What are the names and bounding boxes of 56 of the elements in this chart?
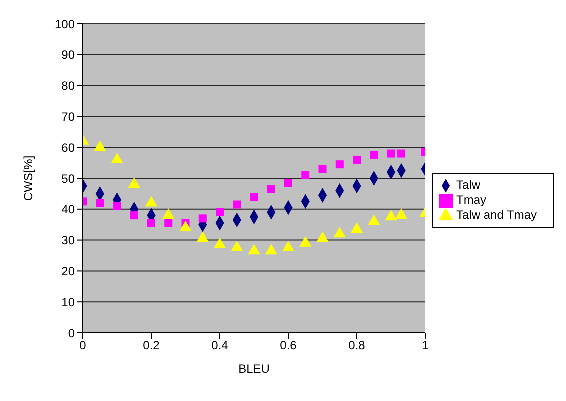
y-tick-label: 10	[62, 295, 76, 310]
y-tick-label: 70	[62, 110, 76, 124]
y-tick-label: 30	[62, 234, 76, 248]
point	[250, 193, 258, 202]
point	[248, 244, 260, 255]
point	[216, 208, 224, 216]
point	[350, 222, 364, 233]
point	[282, 241, 295, 252]
point	[267, 185, 276, 194]
x-tick-label: 0.6	[280, 338, 298, 353]
point	[113, 202, 122, 210]
point	[180, 220, 192, 232]
y-tick-label: 20	[62, 264, 76, 278]
point	[164, 219, 173, 228]
y-tick-label: 50	[62, 172, 76, 186]
point	[316, 232, 329, 242]
point	[265, 244, 278, 255]
point	[96, 199, 104, 208]
y-tick-label: 100	[54, 17, 76, 32]
point	[353, 156, 362, 164]
point	[387, 150, 396, 158]
point	[336, 160, 344, 169]
x-tick-label: 1	[422, 338, 430, 353]
point	[198, 214, 207, 223]
point	[233, 200, 242, 209]
y-tick-label: 80	[62, 79, 76, 94]
point	[162, 208, 175, 220]
point	[130, 212, 138, 220]
point	[398, 150, 406, 158]
x-tick-label: 0.8	[348, 338, 366, 353]
y-tick-label: 0	[68, 326, 76, 340]
point	[145, 196, 158, 207]
point	[214, 238, 226, 248]
y-tick-label: 60	[62, 140, 76, 155]
y-tick-label: 40	[62, 202, 76, 217]
legend-label: Talw	[456, 178, 481, 192]
point	[370, 151, 378, 160]
point	[300, 236, 312, 247]
point	[334, 227, 346, 238]
x-tick-label: 0.2	[143, 338, 160, 353]
legend-label: Tmay	[456, 193, 487, 208]
point	[302, 171, 310, 180]
point	[318, 165, 327, 174]
point	[284, 179, 293, 188]
point	[196, 232, 209, 242]
y-axis-title: CWS[%]	[21, 156, 36, 202]
y-tick-label: 90	[62, 48, 76, 62]
point	[148, 219, 156, 228]
x-tick-label: 0.4	[212, 338, 229, 353]
point	[395, 208, 408, 220]
point	[385, 210, 398, 221]
point	[231, 241, 244, 252]
x-tick-label: 0	[80, 338, 87, 353]
legend-label: Talw and Tmay	[456, 208, 537, 222]
point	[368, 214, 380, 226]
x-axis-title: BLEU	[238, 362, 270, 376]
